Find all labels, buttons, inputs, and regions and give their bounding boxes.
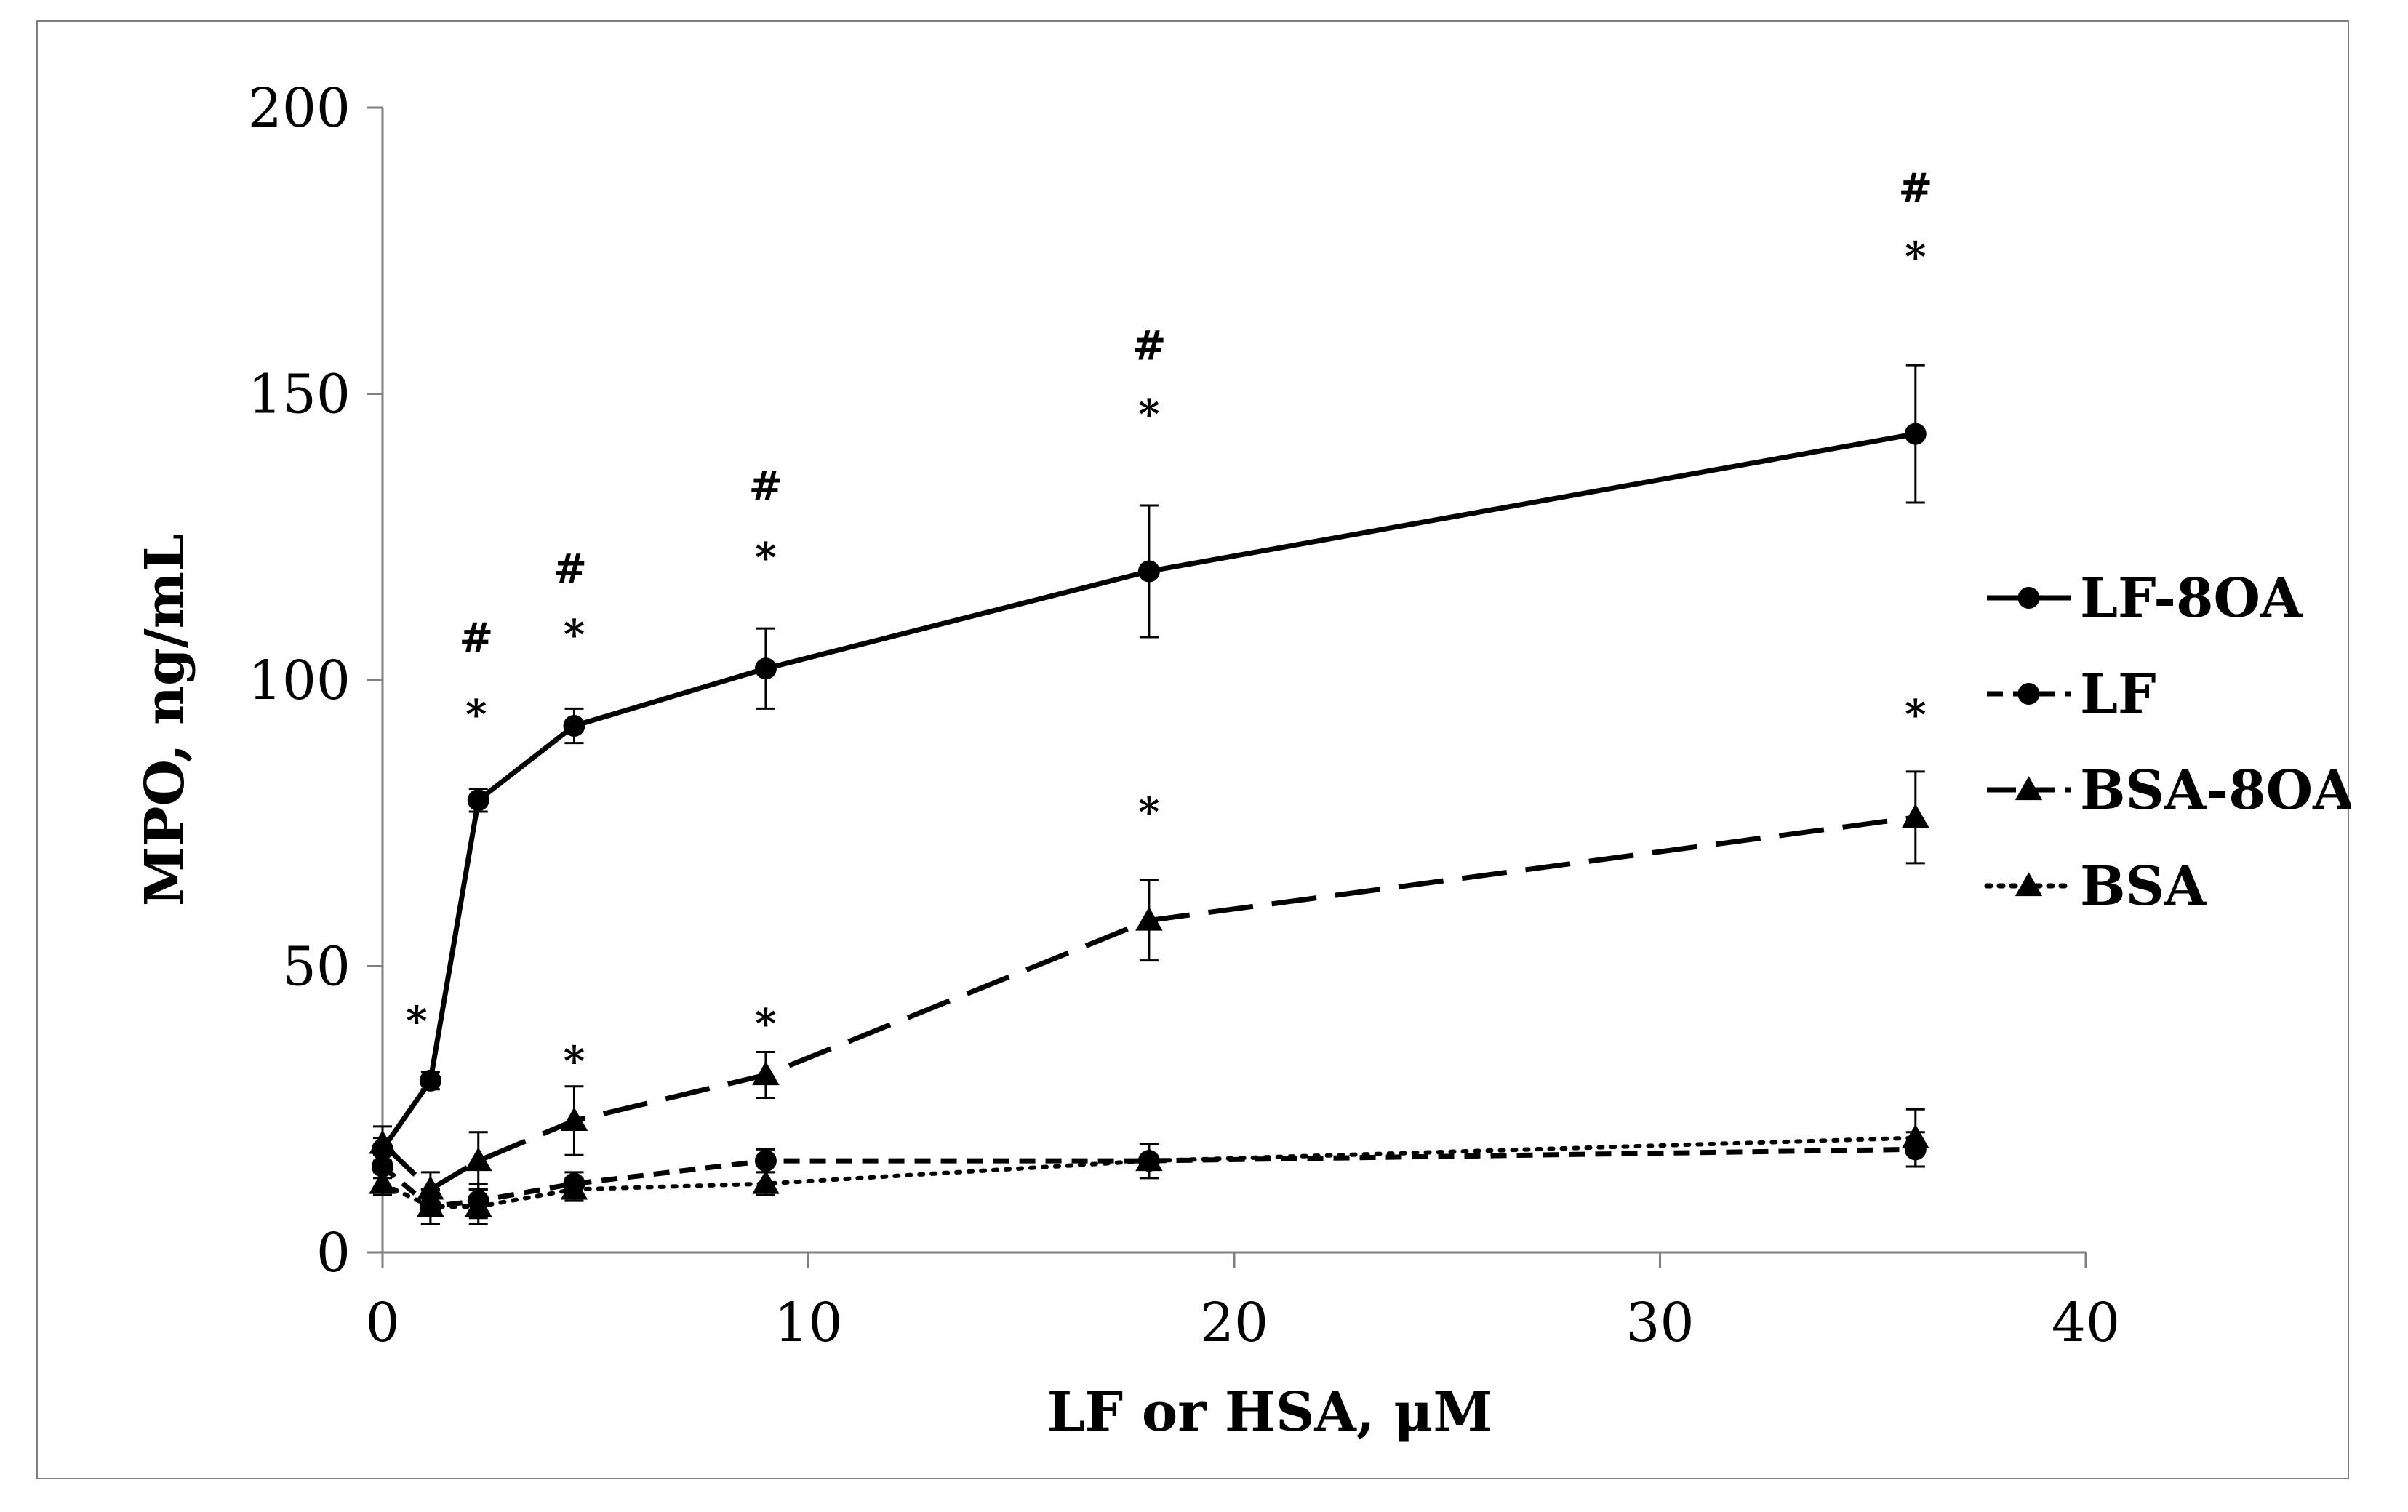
data-point (1904, 423, 1927, 445)
data-point (560, 1175, 588, 1200)
data-point (1135, 1147, 1163, 1172)
legend-label: LF-8OA (2080, 567, 2303, 630)
significance-marker: * (1905, 691, 1926, 739)
significance-marker: # (459, 614, 493, 662)
significance-marker: # (748, 462, 783, 510)
significance-marker: * (564, 1037, 585, 1085)
significance-marker: # (1132, 322, 1166, 370)
x-axis-title: LF or HSA, μM (1047, 1381, 1493, 1444)
significance-marker: * (755, 534, 776, 582)
y-tick-label: 200 (248, 77, 351, 140)
data-point (417, 1175, 444, 1200)
x-tick-label: 0 (365, 1292, 399, 1354)
data-point (754, 657, 777, 680)
legend-item-BSA-8OA: BSA-8OA (1987, 759, 2351, 822)
y-tick-label: 150 (248, 364, 351, 426)
data-point (1902, 1124, 1929, 1148)
data-point (369, 1169, 396, 1194)
legend-swatch-marker (2017, 683, 2040, 705)
plot-series (369, 364, 1929, 1225)
data-point (369, 1129, 396, 1154)
significance-marker: * (465, 691, 487, 739)
significance-marker: * (1138, 788, 1159, 836)
plot-axes: 0 10 20 30 40 0 50 100 150 200 (248, 77, 2120, 1354)
x-tick-label: 40 (2052, 1292, 2120, 1354)
significance-marker: # (1898, 164, 1932, 212)
data-point (754, 1150, 777, 1172)
legend-swatch-marker (2015, 776, 2043, 801)
y-tick-label: 0 (316, 1222, 351, 1284)
series-LF-8OA (372, 364, 1927, 1162)
legend-swatch-marker (2015, 872, 2043, 897)
significance-marker: * (406, 997, 427, 1045)
data-point (752, 1061, 780, 1086)
chart-frame: 0 10 20 30 40 0 50 100 150 200 * # * # * # * # * # * * * * * LF… (36, 20, 2351, 1479)
chart-svg: 0 10 20 30 40 0 50 100 150 200 * # * # * # * # * # * * * * * LF… (134, 77, 2351, 1444)
series-BSA (369, 1108, 1929, 1225)
data-point (563, 714, 585, 737)
data-point (467, 789, 489, 812)
legend-label: BSA (2080, 855, 2207, 918)
data-point (419, 1069, 441, 1092)
plot-annotations: * # * # * # * # * # * * * * * (406, 164, 1932, 1085)
y-axis-title: MPO, ng/mL (134, 534, 196, 906)
legend-item-LF: LF (1987, 663, 2156, 726)
data-point (417, 1193, 444, 1217)
data-point (464, 1147, 492, 1172)
legend-item-BSA: BSA (1984, 855, 2207, 918)
significance-marker: * (1905, 233, 1926, 281)
data-point (1902, 804, 1929, 828)
legend: LF-8OA LF BSA-8OA BSA (1984, 567, 2351, 918)
data-point (1135, 906, 1163, 931)
data-point (1137, 560, 1160, 583)
data-point (752, 1169, 780, 1194)
legend-label: BSA-8OA (2080, 759, 2351, 822)
significance-marker: * (1138, 391, 1159, 439)
legend-item-LF-8OA: LF-8OA (1987, 567, 2303, 630)
y-tick-label: 50 (282, 936, 351, 999)
series-BSA-8OA (369, 770, 1929, 1208)
x-tick-label: 10 (774, 1292, 842, 1354)
x-tick-label: 30 (1625, 1292, 1694, 1354)
x-tick-label: 20 (1200, 1292, 1268, 1354)
significance-marker: * (564, 611, 585, 659)
series-line (380, 815, 1916, 1192)
legend-swatch-marker (2017, 587, 2040, 609)
y-tick-label: 100 (248, 649, 351, 712)
data-point (464, 1193, 492, 1217)
significance-marker: * (755, 1000, 776, 1048)
significance-marker: # (553, 545, 587, 593)
data-point (560, 1107, 588, 1132)
legend-label: LF (2080, 663, 2156, 726)
